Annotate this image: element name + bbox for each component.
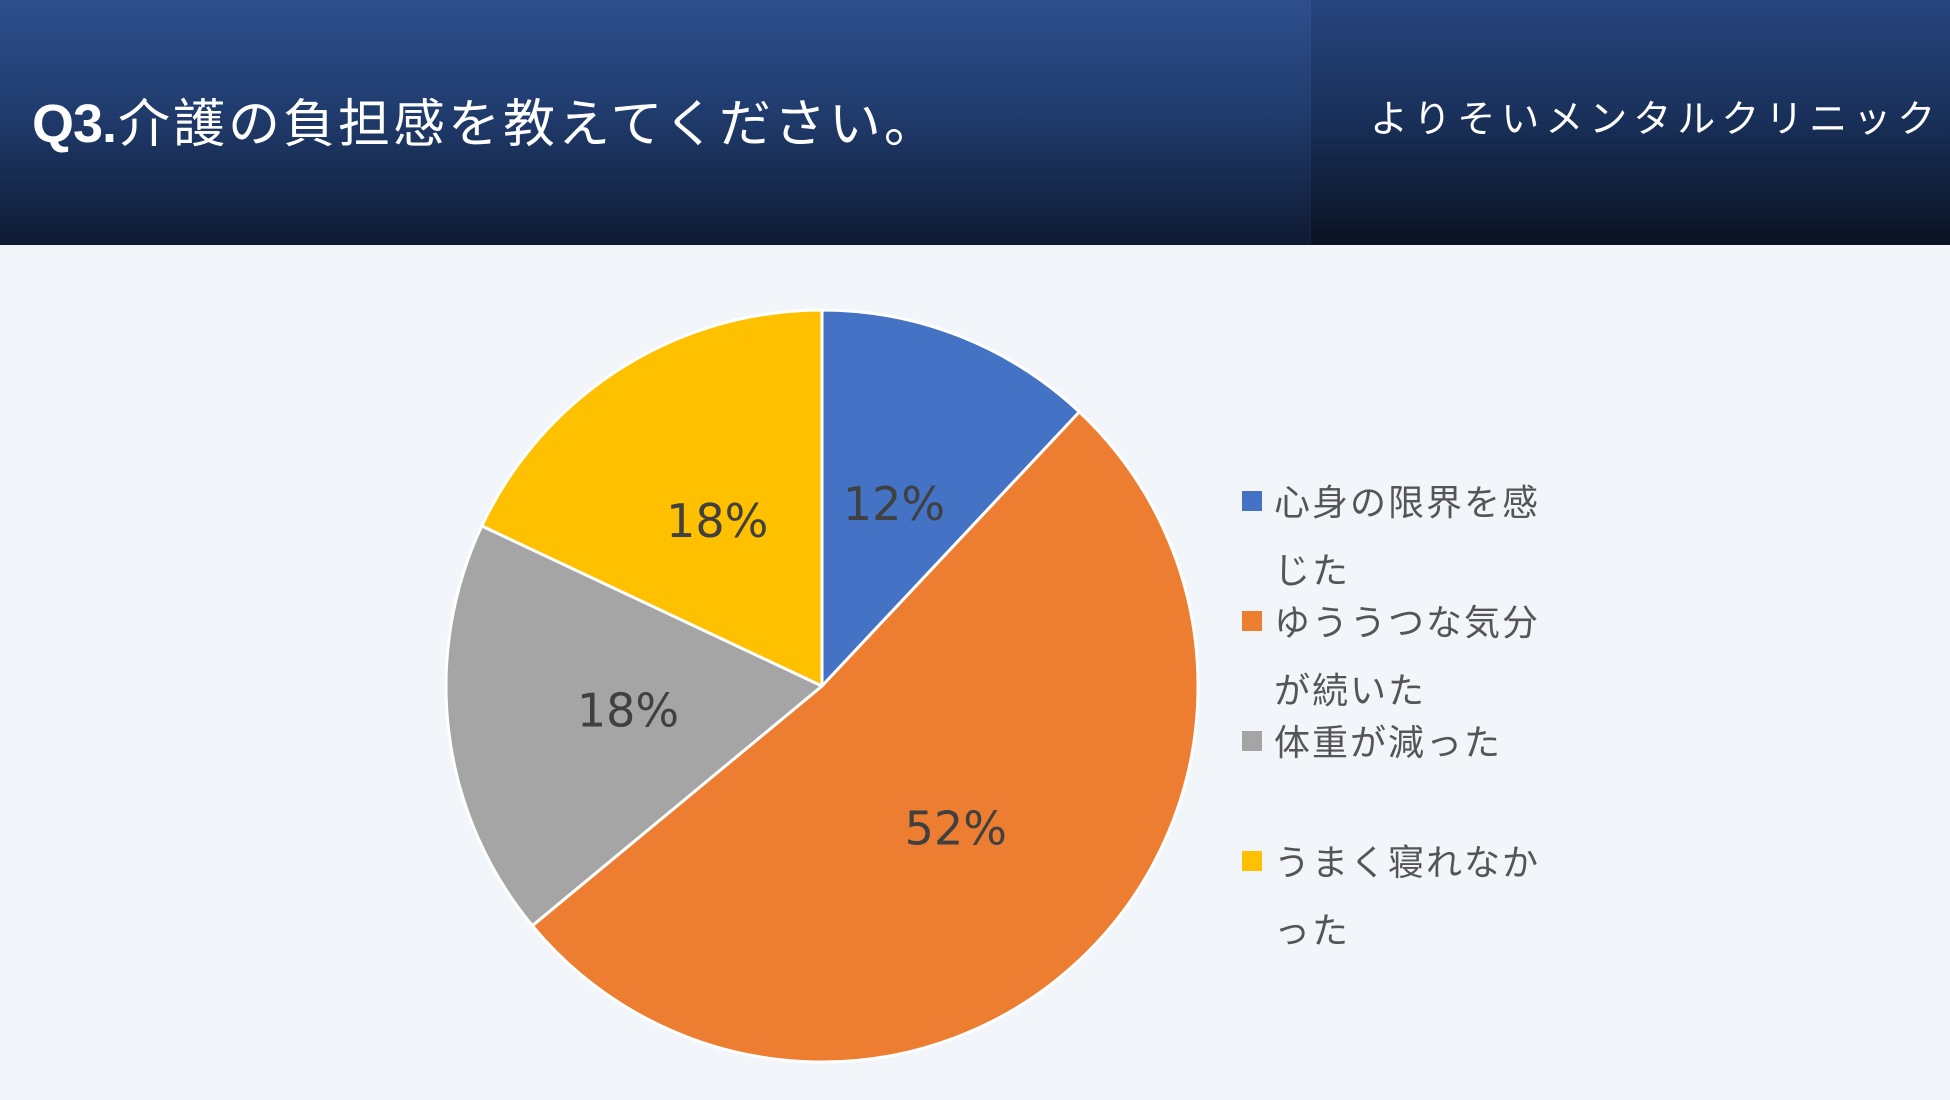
pie-slice-0 xyxy=(820,308,1081,688)
legend-swatch-0 xyxy=(1242,491,1262,511)
question-number: Q3. xyxy=(32,94,117,154)
legend-label-1: ゆううつな気分が続いた xyxy=(1274,603,1541,712)
question-text: 介護の負担感を教えてください。 xyxy=(118,95,939,155)
pie-data-label-2: 18% xyxy=(577,684,679,738)
legend-label-0: 心身の限界を感じた xyxy=(1274,483,1541,592)
legend-swatch-3 xyxy=(1242,851,1262,871)
pie-slice-1 xyxy=(530,410,1200,1064)
pie-data-label-0: 12% xyxy=(843,477,945,531)
clinic-name: よりそいメンタルクリニック xyxy=(1370,97,1942,141)
header-banner: Q3. 介護の負担感を教えてください。 よりそいメンタルクリニック xyxy=(0,0,1950,245)
pie-slice-3 xyxy=(480,308,824,688)
header-right-panel xyxy=(1310,0,1950,245)
page-title: Q3. 介護の負担感を教えてください。 xyxy=(32,82,939,155)
legend-swatch-2 xyxy=(1242,731,1262,751)
pie-slice-2 xyxy=(444,524,824,928)
pie-data-label-3: 18% xyxy=(666,494,768,548)
legend-swatch-1 xyxy=(1242,611,1262,631)
pie-data-label-1: 52% xyxy=(905,802,1007,856)
legend-label-2: 体重が減った xyxy=(1274,723,1503,764)
legend-label-3: うまく寝れなかった xyxy=(1274,843,1541,952)
